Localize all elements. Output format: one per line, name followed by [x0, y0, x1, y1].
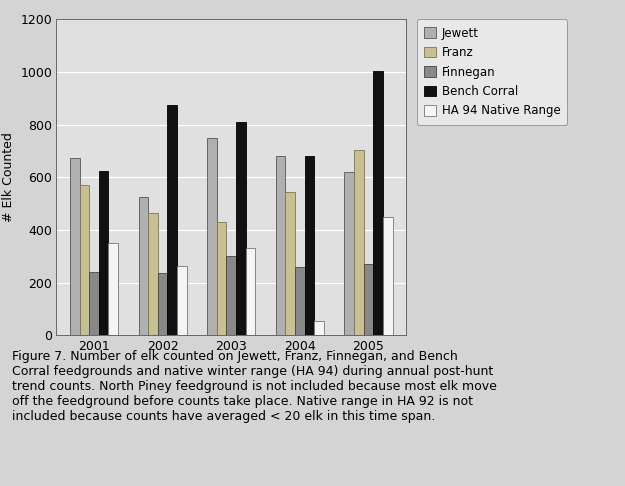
Bar [236, 122, 246, 335]
Bar [344, 172, 354, 335]
Bar [276, 156, 286, 335]
Bar [226, 257, 236, 335]
Bar [177, 265, 187, 335]
Bar [373, 71, 383, 335]
Text: Figure 7. Number of elk counted on Jewett, Franz, Finnegan, and Bench
Corral fee: Figure 7. Number of elk counted on Jewet… [12, 350, 498, 423]
Bar [354, 150, 364, 335]
Bar [158, 274, 168, 335]
Bar [286, 192, 295, 335]
Bar [70, 157, 79, 335]
Bar [364, 264, 373, 335]
Bar [139, 197, 148, 335]
Bar [168, 105, 177, 335]
Bar [217, 222, 226, 335]
Bar [148, 213, 158, 335]
Bar [99, 171, 108, 335]
Bar [89, 272, 99, 335]
Bar [314, 321, 324, 335]
Bar [79, 185, 89, 335]
Y-axis label: # Elk Counted: # Elk Counted [2, 133, 14, 222]
Bar [295, 267, 304, 335]
Bar [304, 156, 314, 335]
Bar [246, 248, 255, 335]
Bar [108, 243, 118, 335]
Legend: Jewett, Franz, Finnegan, Bench Corral, HA 94 Native Range: Jewett, Franz, Finnegan, Bench Corral, H… [417, 19, 568, 124]
Bar [383, 217, 392, 335]
Bar [208, 138, 217, 335]
